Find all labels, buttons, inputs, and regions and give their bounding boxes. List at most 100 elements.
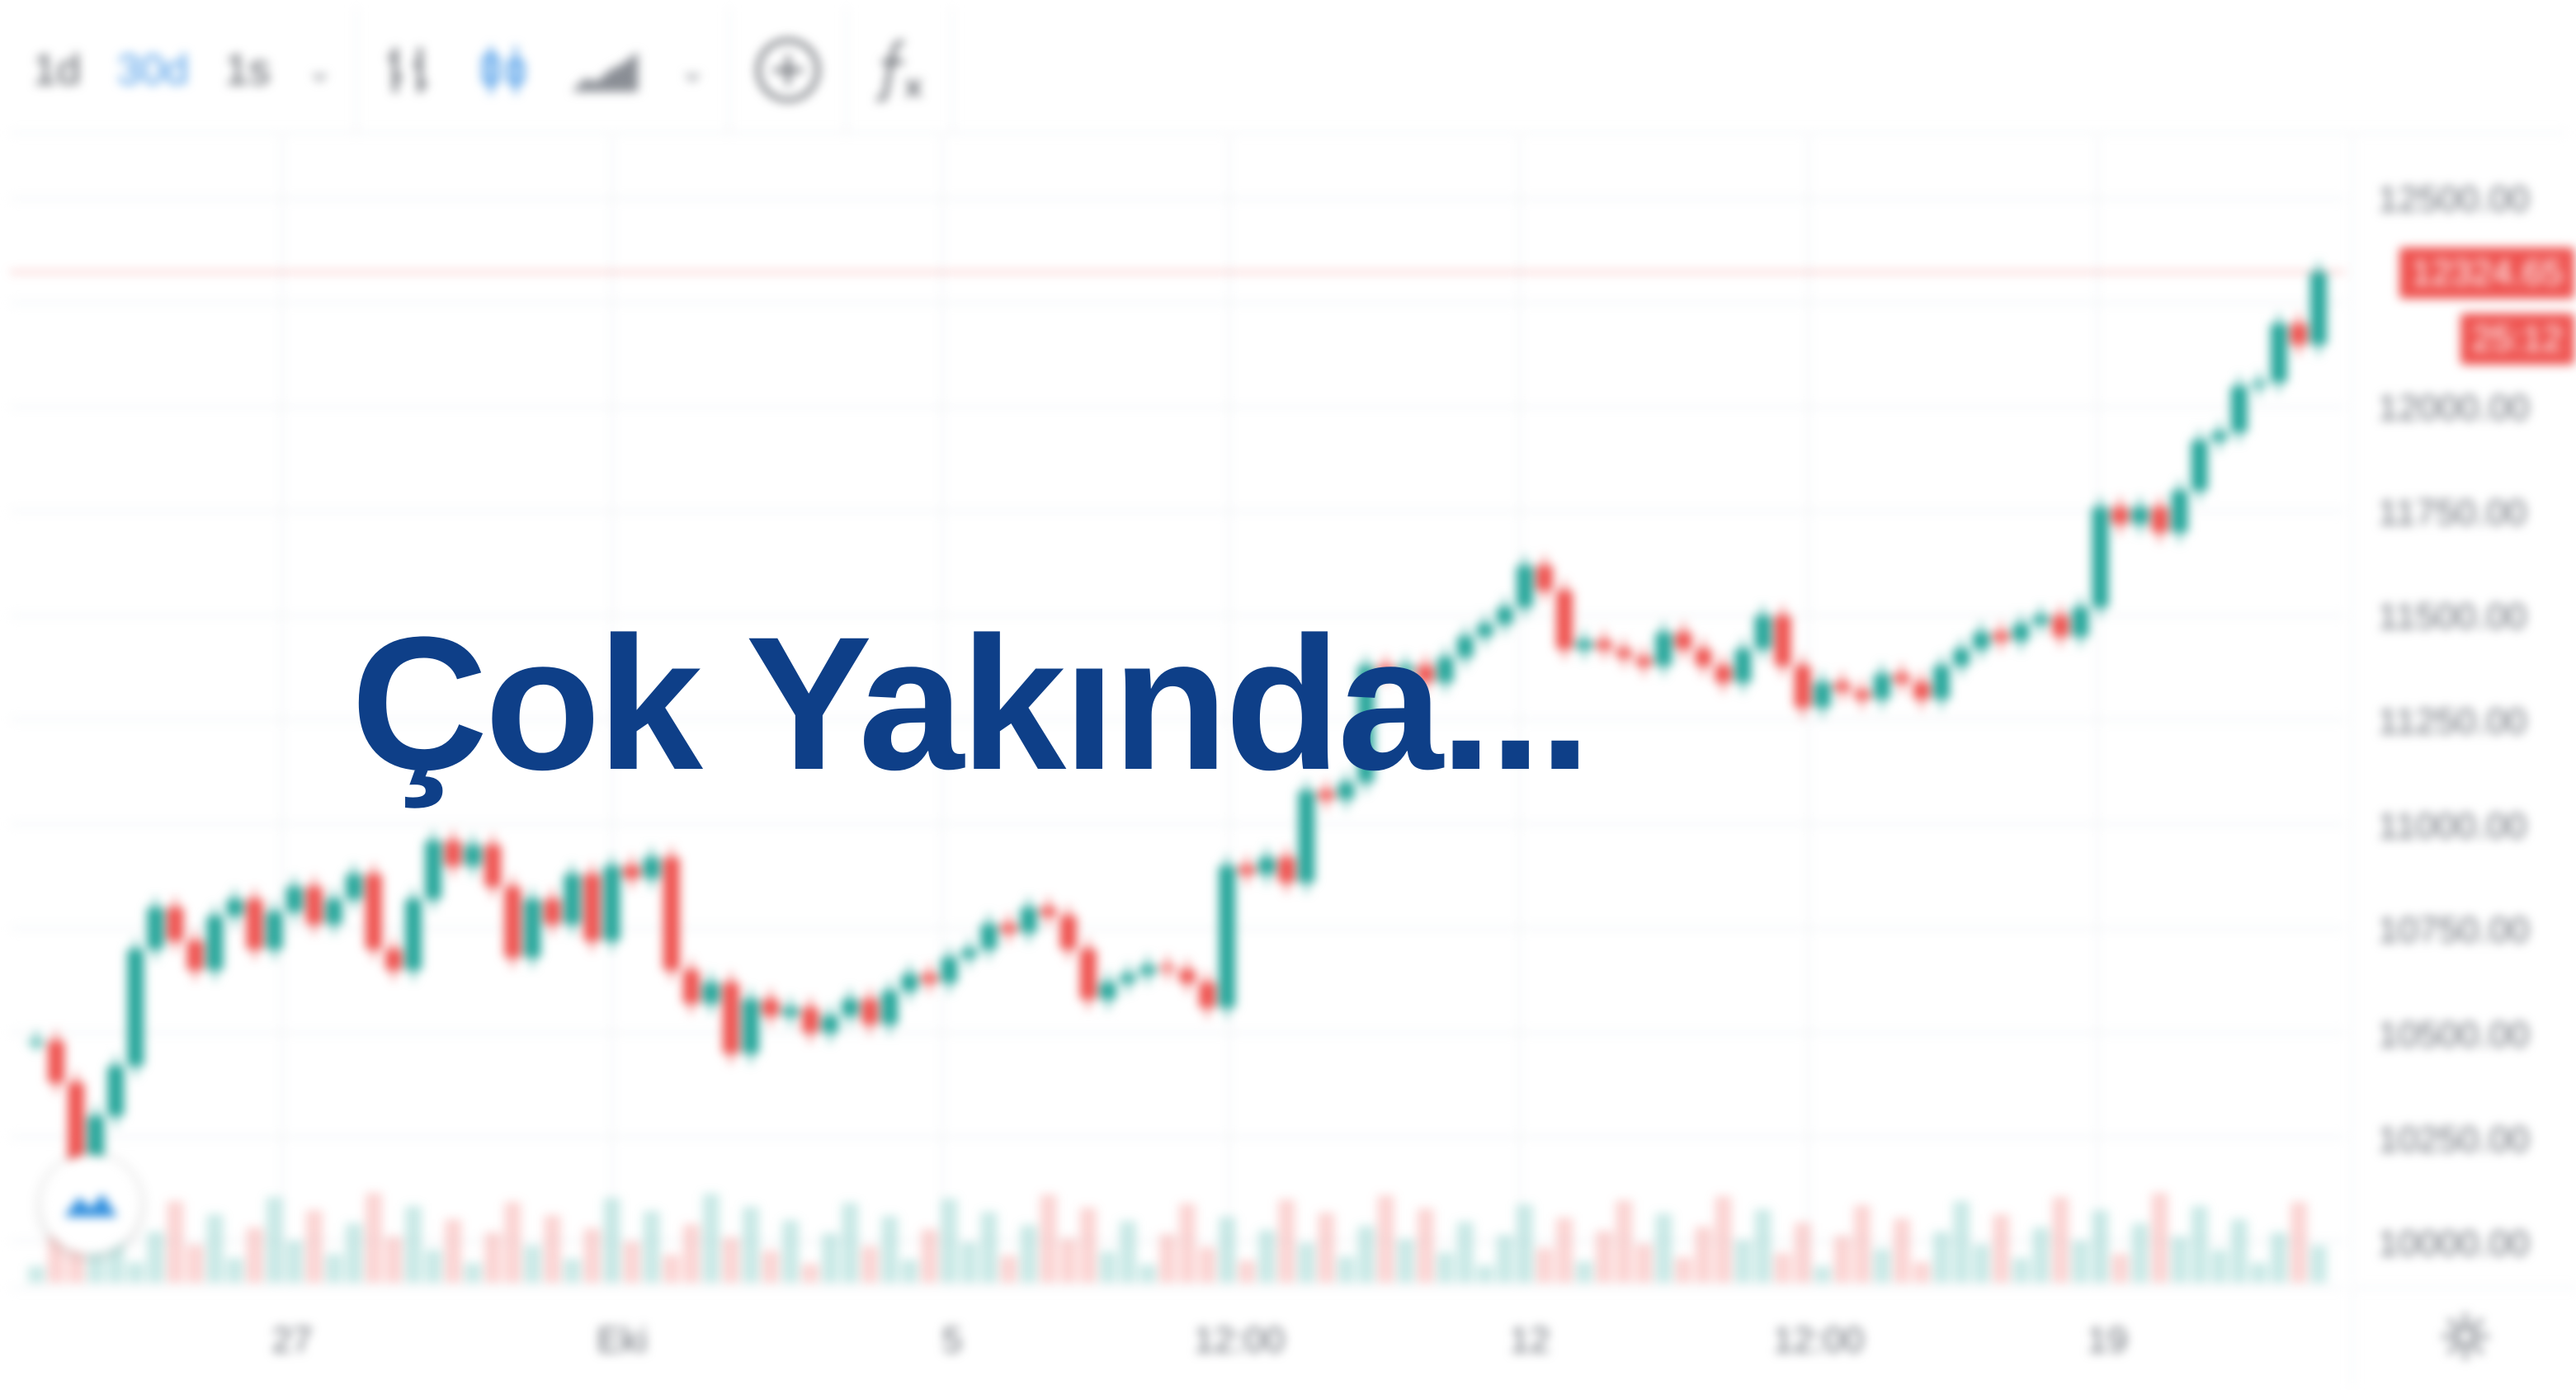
time-tick: 12 [1509,1320,1550,1360]
volume-bar [643,1211,660,1283]
volume-bar [1258,1230,1276,1283]
volume-bar [1715,1196,1732,1283]
area-style-icon[interactable] [569,45,643,95]
volume-bar [583,1228,601,1283]
time-axis[interactable]: 27 Eki 5 12:00 12 12:00 19 [10,1287,2345,1388]
candle-body [1158,965,1176,970]
candle-body [1238,865,1256,874]
volume-bar [802,1264,819,1283]
volume-bar [2072,1241,2089,1283]
interval-1s-button[interactable]: 1s [224,46,271,94]
candle-body [385,949,402,970]
volume-bar [742,1207,759,1283]
price-tick: 10250.00 [2378,1119,2530,1160]
volume-bar [1576,1261,1593,1283]
volume-bar [1754,1209,1772,1283]
volume-bar [1496,1235,1513,1283]
volume-bar [603,1198,620,1283]
settings-gear-icon [2439,1310,2492,1367]
volume-bar [960,1242,978,1283]
candle-body [1814,682,1831,708]
volume-bar [1238,1260,1256,1283]
candle-body [226,898,243,916]
chart-logo-icon[interactable] [41,1155,140,1254]
volume-bar [842,1203,859,1283]
volume-bar [1814,1266,1831,1283]
indicators-fx-icon[interactable] [870,37,928,103]
candle-body [2290,323,2307,345]
candle-body [2131,507,2149,525]
interval-30d-button[interactable]: 30d [116,46,189,94]
candle-body [1635,657,1653,666]
candle-body [504,886,521,958]
candle-body [305,886,323,925]
candle-body [445,841,462,866]
candle-body [1774,615,1791,666]
add-compare-plus-icon[interactable] [753,35,823,105]
candle-body [1794,665,1811,708]
volume-bar [1932,1232,1951,1283]
candle-body [1496,607,1513,624]
candle-body [1397,665,1414,675]
time-tick: 27 [271,1320,313,1360]
candle-body [603,865,620,941]
candle-body [881,991,899,1025]
volume-bar [941,1199,958,1283]
chart-settings-button[interactable] [2352,1287,2576,1388]
volume-bar [48,1236,65,1283]
volume-bar [1099,1251,1116,1283]
volume-bar [1993,1214,2010,1283]
bars-style-icon[interactable] [380,41,438,99]
candle-body [206,916,224,970]
volume-bar [822,1233,839,1283]
chart-plot-area[interactable] [10,136,2345,1283]
candle-body [2309,271,2327,345]
candle-body [425,841,442,899]
volume-bar [1516,1204,1533,1283]
volume-bar [127,1262,144,1283]
volume-bar [1913,1262,1930,1283]
candle-body [1675,632,1692,649]
candle-body [1715,665,1732,683]
price-chart-svg [10,136,2345,1283]
volume-bar [682,1224,700,1283]
price-axis[interactable]: 12500.00 12000.00 11750.00 11500.00 1125… [2352,136,2576,1283]
candle-body [1476,624,1493,637]
candle-body [1119,973,1136,983]
candle-body [48,1040,65,1083]
volume-bar [2111,1254,2129,1283]
volume-bar [2290,1202,2307,1283]
chart-style-group: ⌄ [357,8,731,132]
volume-bar [484,1232,502,1283]
volume-bar [28,1266,45,1283]
candle-body [1099,982,1116,1000]
candle-body [2210,431,2228,441]
candles-style-icon[interactable] [474,41,532,99]
volume-bar [861,1246,879,1283]
candle-body [1000,924,1017,933]
candle-body [1139,965,1156,974]
volume-bar [2131,1223,2149,1283]
coming-soon-message: Çok Yakında... [351,597,1591,809]
price-tick: 10500.00 [2378,1015,2530,1055]
volume-bar [1158,1234,1176,1283]
volume-bar [762,1251,779,1283]
candle-body [1913,682,1930,700]
candle-body [1734,648,1752,683]
interval-1d-button[interactable]: 1d [33,46,81,94]
candle-body [901,973,918,992]
chart-style-dropdown-chevron-icon[interactable]: ⌄ [679,53,706,88]
candle-body [1417,665,1434,683]
price-tick: 10750.00 [2378,910,2530,950]
candle-body [781,1007,800,1016]
candle-body [127,949,144,1067]
interval-dropdown-chevron-icon[interactable]: ⌄ [306,53,333,88]
candle-body [484,845,502,887]
volume-bar [663,1255,680,1283]
volume-bar [1199,1247,1216,1283]
candle-body [1318,790,1335,799]
candle-body [2092,507,2109,608]
volume-bar [1596,1231,1613,1283]
volume-bar [1357,1226,1375,1283]
